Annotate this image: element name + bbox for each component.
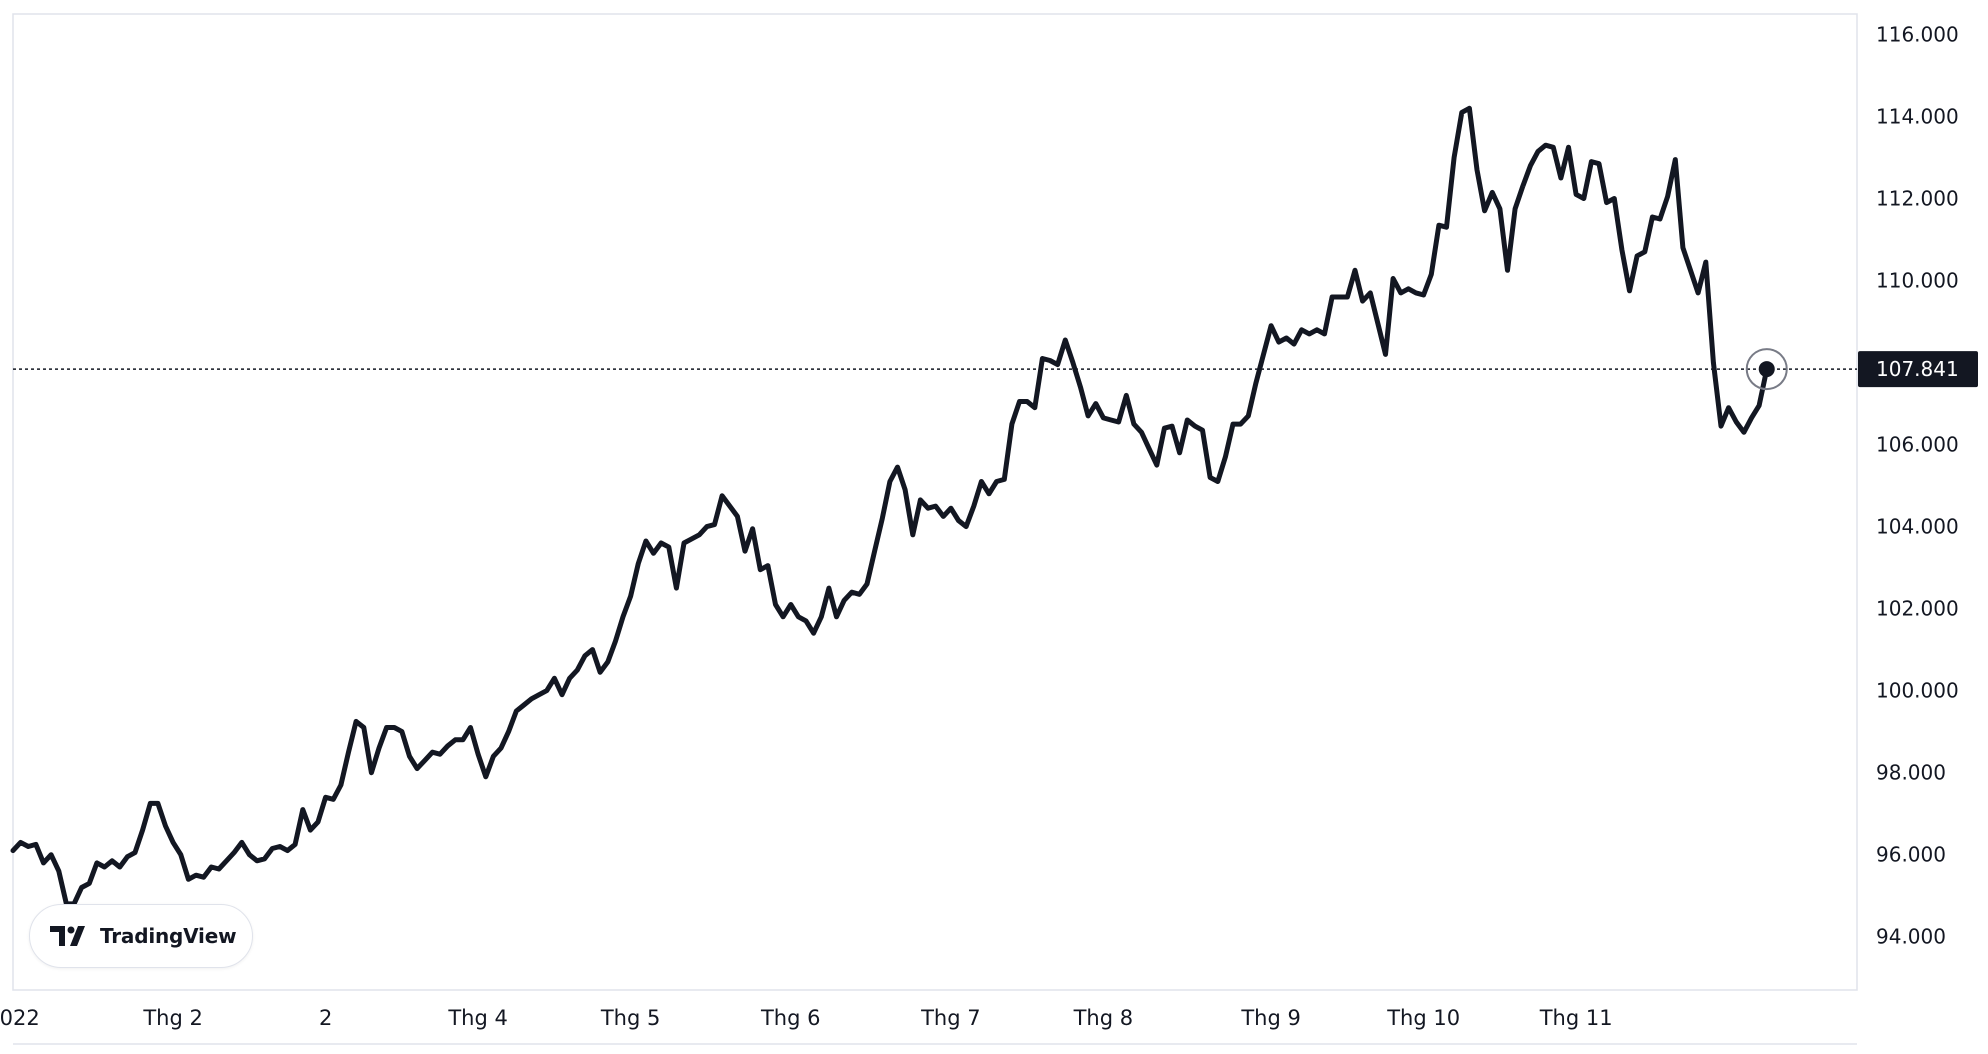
price-tick-label: 116.000 bbox=[1876, 23, 1959, 47]
time-tick-label: Thg 8 bbox=[1073, 1006, 1134, 1030]
price-tick-label: 104.000 bbox=[1876, 515, 1959, 539]
price-tick-label: 96.000 bbox=[1876, 843, 1946, 867]
time-tick-label: Thg 9 bbox=[1240, 1006, 1301, 1030]
price-tick-label: 100.000 bbox=[1876, 679, 1959, 703]
plot-frame bbox=[12, 13, 1858, 991]
time-tick-label: 2 bbox=[319, 1006, 332, 1030]
time-axis: 2022 Thg 2 2 Thg 4 Thg 5 Thg 6 Thg 7 Thg 8 Thg 9… bbox=[0, 1006, 1613, 1030]
time-tick-label: Thg 2 bbox=[142, 1006, 203, 1030]
time-tick-label: Thg 4 bbox=[447, 1006, 508, 1030]
price-series-line bbox=[10, 105, 1770, 907]
price-tick-label: 110.000 bbox=[1876, 269, 1959, 293]
price-axis: 116.000 114.000 112.000 110.000 106.000 104.0… bbox=[1876, 23, 1959, 949]
last-price-label: 107.841 bbox=[1876, 357, 1959, 381]
last-point-marker bbox=[1758, 361, 1775, 378]
price-tick-label: 102.000 bbox=[1876, 597, 1959, 621]
tradingview-logo-badge[interactable]: TradingView bbox=[29, 904, 253, 968]
price-tick-label: 98.000 bbox=[1876, 761, 1946, 785]
tradingview-logo-icon bbox=[50, 926, 85, 946]
time-tick-label: Thg 10 bbox=[1386, 1006, 1460, 1030]
time-tick-label: Thg 7 bbox=[920, 1006, 981, 1030]
time-tick-label: Thg 11 bbox=[1539, 1006, 1613, 1030]
time-tick-label: 2022 bbox=[0, 1006, 40, 1030]
last-point-ring bbox=[1745, 348, 1788, 391]
price-tick-label: 112.000 bbox=[1876, 187, 1959, 211]
price-tick-label: 106.000 bbox=[1876, 433, 1959, 457]
tradingview-logo-text: TradingView bbox=[100, 924, 237, 948]
price-tick-label: 94.000 bbox=[1876, 925, 1946, 949]
price-tick-label: 114.000 bbox=[1876, 105, 1959, 129]
time-tick-label: Thg 5 bbox=[600, 1006, 661, 1030]
time-tick-label: Thg 6 bbox=[760, 1006, 821, 1030]
last-price-label-box bbox=[1858, 351, 1978, 388]
